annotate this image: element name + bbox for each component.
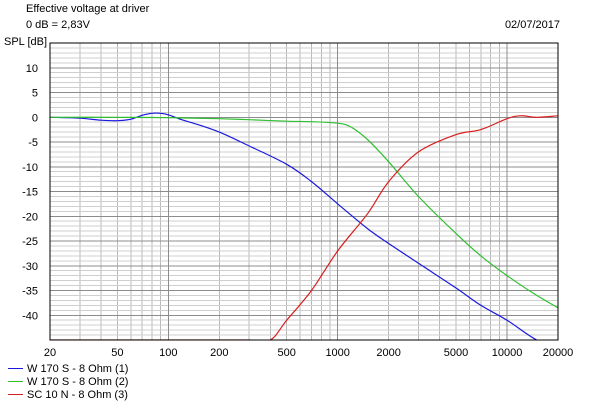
legend-label-3: SC 10 N - 8 Ohm (3): [27, 389, 128, 401]
x-tick-label: 10000: [492, 347, 523, 359]
y-tick-label: -40: [22, 310, 38, 322]
y-tick-label: -20: [22, 211, 38, 223]
legend-swatch-3: [8, 393, 23, 395]
legend-label-1: W 170 S - 8 Ohm (1): [27, 363, 129, 375]
series-line-3: [50, 115, 558, 340]
y-tick-label: -25: [22, 236, 38, 248]
legend-item-1: W 170 S - 8 Ohm (1): [8, 363, 128, 375]
chart-title: Effective voltage at driver: [26, 3, 150, 15]
y-tick-label: -15: [22, 187, 38, 199]
x-tick-label: 1000: [325, 347, 349, 359]
x-tick-label: 5000: [444, 347, 468, 359]
y-tick-label: 10: [26, 63, 38, 75]
y-tick-label: -35: [22, 286, 38, 298]
y-tick-label: -5: [28, 137, 38, 149]
y-tick-label: 0: [32, 112, 38, 124]
series-line-1: [50, 112, 539, 340]
y-tick-label: -10: [22, 162, 38, 174]
legend-item-2: W 170 S - 8 Ohm (2): [8, 376, 128, 388]
x-tick-label: 50: [111, 347, 123, 359]
y-tick-label: -30: [22, 261, 38, 273]
y-tick-label: 5: [32, 88, 38, 100]
legend-swatch-1: [8, 367, 23, 369]
legend-swatch-2: [8, 380, 23, 382]
reference-level: 0 dB = 2,83V: [26, 19, 90, 31]
legend-item-3: SC 10 N - 8 Ohm (3): [8, 389, 128, 401]
x-tick-label: 100: [159, 347, 177, 359]
x-tick-label: 200: [210, 347, 228, 359]
x-tick-label: 500: [278, 347, 296, 359]
legend-label-2: W 170 S - 8 Ohm (2): [27, 376, 129, 388]
x-tick-label: 2000: [376, 347, 400, 359]
plot-frame: [49, 42, 559, 341]
series-line-2: [50, 116, 558, 309]
y-axis-label: SPL [dB]: [4, 36, 48, 48]
x-tick-label: 20: [44, 347, 56, 359]
x-tick-label: 20000: [543, 347, 574, 359]
chart-date: 02/07/2017: [504, 19, 560, 31]
